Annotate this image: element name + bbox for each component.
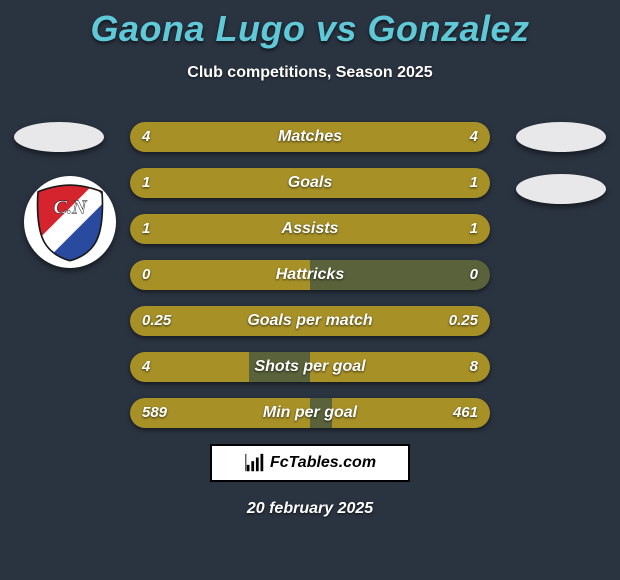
stat-value-left: 1 bbox=[142, 168, 150, 198]
stat-bar-right-fill bbox=[310, 168, 490, 198]
player-left-club-badge: C.N bbox=[24, 176, 116, 268]
stat-value-left: 4 bbox=[142, 352, 150, 382]
stat-row: 11Goals bbox=[130, 168, 490, 198]
player-left-avatar bbox=[14, 122, 104, 152]
stat-value-right: 461 bbox=[453, 398, 478, 428]
page-subtitle: Club competitions, Season 2025 bbox=[0, 64, 620, 82]
stat-value-right: 1 bbox=[470, 168, 478, 198]
stat-bar-left-fill bbox=[130, 214, 310, 244]
stat-value-left: 4 bbox=[142, 122, 150, 152]
stat-value-right: 0 bbox=[470, 260, 478, 290]
stat-bar-left-fill bbox=[130, 168, 310, 198]
stat-row: 11Assists bbox=[130, 214, 490, 244]
footer-date: 20 february 2025 bbox=[0, 500, 620, 518]
comparison-bars: 44Matches11Goals11Assists00Hattricks0.25… bbox=[130, 122, 490, 444]
stat-value-left: 0.25 bbox=[142, 306, 171, 336]
footer-brand-text: FcTables.com bbox=[270, 454, 376, 472]
stat-row: 44Matches bbox=[130, 122, 490, 152]
stat-value-left: 1 bbox=[142, 214, 150, 244]
stat-row: 0.250.25Goals per match bbox=[130, 306, 490, 336]
stat-bar-right-fill bbox=[310, 122, 490, 152]
chart-icon bbox=[244, 452, 266, 474]
stat-row: 589461Min per goal bbox=[130, 398, 490, 428]
stat-bar-left-fill bbox=[130, 122, 310, 152]
stat-value-left: 0 bbox=[142, 260, 150, 290]
club-initials: C.N bbox=[53, 197, 87, 219]
stat-value-right: 1 bbox=[470, 214, 478, 244]
stat-value-right: 4 bbox=[470, 122, 478, 152]
stat-value-right: 0.25 bbox=[449, 306, 478, 336]
stat-value-right: 8 bbox=[470, 352, 478, 382]
page-title: Gaona Lugo vs Gonzalez bbox=[0, 0, 620, 50]
stat-row: 00Hattricks bbox=[130, 260, 490, 290]
stat-row: 48Shots per goal bbox=[130, 352, 490, 382]
stat-bar-right-fill bbox=[310, 214, 490, 244]
player-right-avatar bbox=[516, 122, 606, 152]
stat-bar-right-fill bbox=[310, 352, 490, 382]
footer-brand-badge: FcTables.com bbox=[210, 444, 410, 482]
stat-value-left: 589 bbox=[142, 398, 167, 428]
stat-bar-left-fill bbox=[130, 260, 310, 290]
player-right-club-avatar bbox=[516, 174, 606, 204]
